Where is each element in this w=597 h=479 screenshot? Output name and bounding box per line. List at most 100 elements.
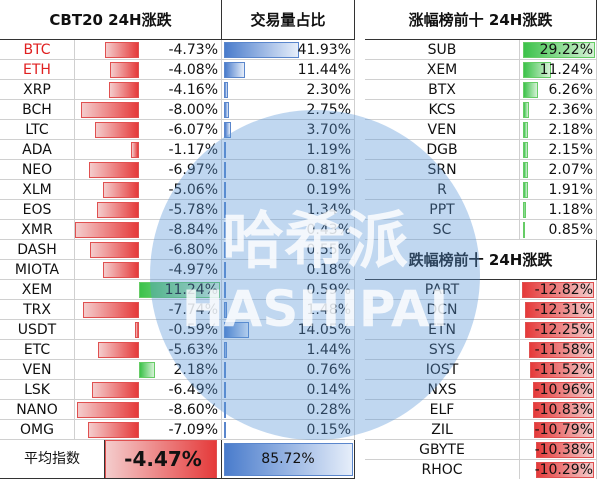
coin-name: ELF xyxy=(365,400,520,420)
change-bar xyxy=(523,222,526,238)
coin-name: ADA xyxy=(0,140,75,160)
change-cell: -10.83% xyxy=(520,400,597,420)
change-bar xyxy=(523,122,529,138)
volume-value: 41.93% xyxy=(297,42,351,58)
coin-name: SYS xyxy=(365,340,520,360)
avg-change-value: -4.47% xyxy=(124,447,202,471)
volume-value: 0.76% xyxy=(306,362,351,378)
change-cell: 0.85% xyxy=(520,220,597,240)
change-cell: 2.18% xyxy=(75,360,222,380)
change-bar xyxy=(536,462,594,478)
volume-cell: 1.19% xyxy=(222,140,355,160)
volume-bar xyxy=(224,102,229,118)
change-value: -12.25% xyxy=(534,322,593,338)
coin-name: SRN xyxy=(365,160,520,180)
change-value: -10.79% xyxy=(534,422,593,438)
change-bar xyxy=(104,42,139,58)
volume-value: 1.19% xyxy=(306,142,351,158)
change-cell: -10.96% xyxy=(520,380,597,400)
change-bar xyxy=(98,342,139,358)
change-value: -5.06% xyxy=(168,182,218,198)
change-value: -10.38% xyxy=(534,442,593,458)
change-value: 11.24% xyxy=(164,282,218,298)
coin-name: USDT xyxy=(0,320,75,340)
avg-volume-value: 85.72% xyxy=(261,451,315,467)
change-bar xyxy=(525,302,594,318)
change-bar xyxy=(95,122,139,138)
change-cell: 29.22% xyxy=(520,40,597,60)
change-cell: -4.16% xyxy=(75,80,222,100)
change-cell: 2.18% xyxy=(520,120,597,140)
coin-name: XEM xyxy=(0,280,75,300)
volume-value: 14.05% xyxy=(297,322,351,338)
volume-value: 1.44% xyxy=(306,342,351,358)
change-value: -10.83% xyxy=(534,402,593,418)
footer-name: 平均指数 xyxy=(0,440,105,479)
volume-bar xyxy=(224,322,250,338)
change-value: -4.73% xyxy=(168,42,218,58)
volume-bar xyxy=(224,262,226,278)
header-cell: 跌幅榜前十 24H涨跌 xyxy=(365,240,597,280)
volume-bar xyxy=(224,282,226,298)
change-bar xyxy=(523,62,551,78)
change-value: -11.52% xyxy=(534,362,593,378)
volume-bar xyxy=(224,422,226,438)
change-cell: -12.31% xyxy=(520,300,597,320)
change-bar xyxy=(532,382,594,398)
change-bar xyxy=(134,322,139,338)
coin-name: BTX xyxy=(365,80,520,100)
volume-value: 0.19% xyxy=(306,182,351,198)
change-cell: -5.63% xyxy=(75,340,222,360)
change-bar xyxy=(102,182,139,198)
change-value: -12.31% xyxy=(534,302,593,318)
volume-value: 0.43% xyxy=(306,222,351,238)
change-value: -6.07% xyxy=(168,122,218,138)
change-cell: 2.36% xyxy=(520,100,597,120)
coin-name: ETC xyxy=(0,340,75,360)
volume-cell: 0.43% xyxy=(222,220,355,240)
volume-cell: 0.81% xyxy=(222,160,355,180)
change-bar xyxy=(130,142,139,158)
change-bar xyxy=(139,362,155,378)
change-bar xyxy=(92,382,139,398)
change-cell: -0.59% xyxy=(75,320,222,340)
header-cell: CBT20 24H涨跌 xyxy=(0,0,222,40)
volume-value: 3.70% xyxy=(306,122,351,138)
volume-cell: 1.44% xyxy=(222,340,355,360)
change-cell: -6.97% xyxy=(75,160,222,180)
volume-bar xyxy=(224,122,231,138)
coin-name: SC xyxy=(365,220,520,240)
change-value: -5.78% xyxy=(168,202,218,218)
header-cell: 交易量占比 xyxy=(222,0,355,40)
coin-name: IOST xyxy=(365,360,520,380)
change-value: 29.22% xyxy=(539,42,593,58)
volume-cell: 0.15% xyxy=(222,420,355,440)
volume-cell: 0.76% xyxy=(222,360,355,380)
change-cell: -6.49% xyxy=(75,380,222,400)
change-value: -4.08% xyxy=(168,62,218,78)
coin-name: R xyxy=(365,180,520,200)
change-value: -8.60% xyxy=(168,402,218,418)
change-value: -7.09% xyxy=(168,422,218,438)
change-cell: 2.15% xyxy=(520,140,597,160)
change-value: 2.18% xyxy=(548,122,593,138)
change-bar xyxy=(83,302,139,318)
volume-cell: 2.75% xyxy=(222,100,355,120)
change-bar xyxy=(523,42,595,58)
change-cell: 6.26% xyxy=(520,80,597,100)
coin-name: PART xyxy=(365,280,520,300)
change-cell: -11.52% xyxy=(520,360,597,380)
volume-cell: 0.19% xyxy=(222,180,355,200)
coin-name: KCS xyxy=(365,100,520,120)
volume-bar xyxy=(224,42,300,58)
change-value: 2.15% xyxy=(548,142,593,158)
change-bar xyxy=(523,162,529,178)
volume-bar xyxy=(224,162,226,178)
change-value: 0.85% xyxy=(548,222,593,238)
change-value: 2.07% xyxy=(548,162,593,178)
coin-name: LTC xyxy=(0,120,75,140)
change-cell: -11.58% xyxy=(520,340,597,360)
change-value: -8.00% xyxy=(168,102,218,118)
avg-volume-bar xyxy=(224,443,353,476)
change-cell: -12.82% xyxy=(520,280,597,300)
